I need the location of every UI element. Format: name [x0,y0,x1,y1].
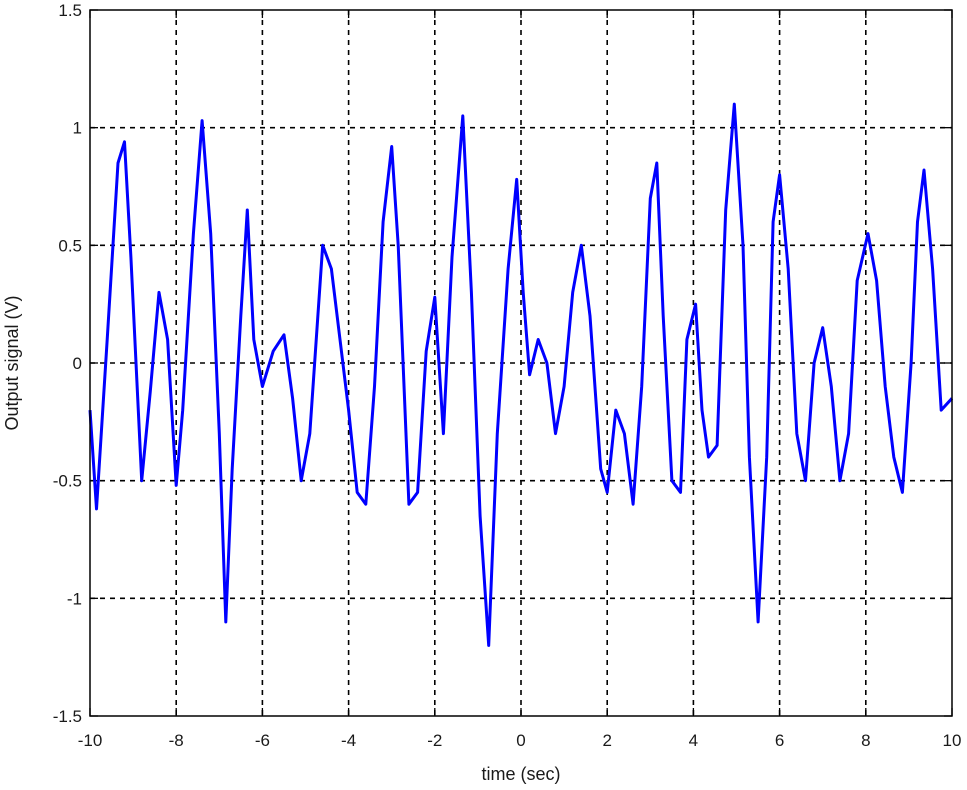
x-tick-label: -4 [341,731,356,750]
y-tick-label: -0.5 [53,472,82,491]
x-tick-label: -6 [255,731,270,750]
y-tick-label: -1 [67,589,82,608]
x-tick-label: -8 [169,731,184,750]
x-tick-labels: -10 -8 -6 -4 -2 0 2 4 6 8 10 [78,731,962,750]
y-tick-labels: -1.5 -1 -0.5 0 0.5 1 1.5 [53,1,82,726]
x-axis-label: time (sec) [481,764,560,784]
y-tick-label: -1.5 [53,707,82,726]
y-tick-label: 0.5 [58,236,82,255]
plot-frame [89,9,953,717]
x-tick-label: -2 [427,731,442,750]
x-tick-label: 0 [516,731,525,750]
y-axis-label: Output signal (V) [2,295,22,430]
x-tick-label: 2 [602,731,611,750]
x-tick-label: 8 [861,731,870,750]
y-tick-label: 1.5 [58,1,82,20]
series-line-output-signal [88,102,954,647]
x-tick-label: 10 [943,731,962,750]
x-tick-label: 4 [689,731,698,750]
x-tick-label: -10 [78,731,103,750]
y-tick-label: 1 [73,119,82,138]
y-tick-label: 0 [73,354,82,373]
x-tick-label: 6 [775,731,784,750]
